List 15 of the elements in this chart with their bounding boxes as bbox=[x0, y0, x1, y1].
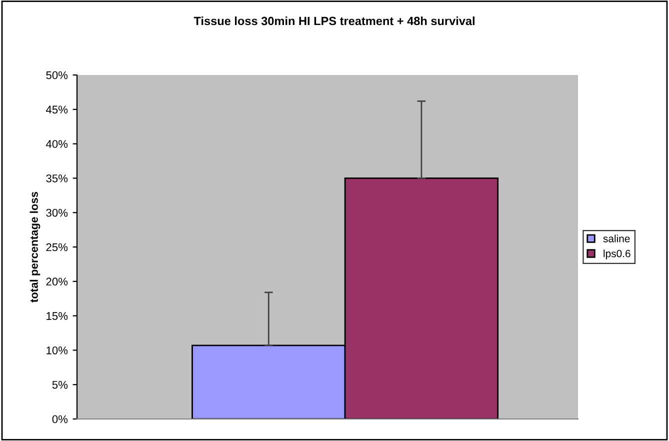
legend-label: saline bbox=[603, 234, 630, 242]
y-tick-label: 10% bbox=[46, 346, 68, 354]
y-tick-label: 5% bbox=[52, 380, 68, 389]
y-tick-label: 40% bbox=[46, 140, 68, 148]
y-tick-label: 50% bbox=[46, 71, 68, 80]
y-tick-label: 45% bbox=[46, 106, 68, 114]
y-axis-title: total percentage loss bbox=[30, 192, 40, 302]
y-tick-label: 0% bbox=[52, 415, 68, 424]
y-tick-label: 25% bbox=[46, 243, 68, 252]
y-tick-label: 20% bbox=[46, 278, 68, 286]
y-tick-label: 30% bbox=[46, 208, 68, 217]
y-tick-label: 35% bbox=[46, 174, 68, 182]
chart-title: Tissue loss 30min HI LPS treatment + 48h survival bbox=[194, 16, 474, 26]
y-tick-label: 15% bbox=[46, 312, 68, 320]
legend-label: lps0.6 bbox=[604, 250, 630, 260]
